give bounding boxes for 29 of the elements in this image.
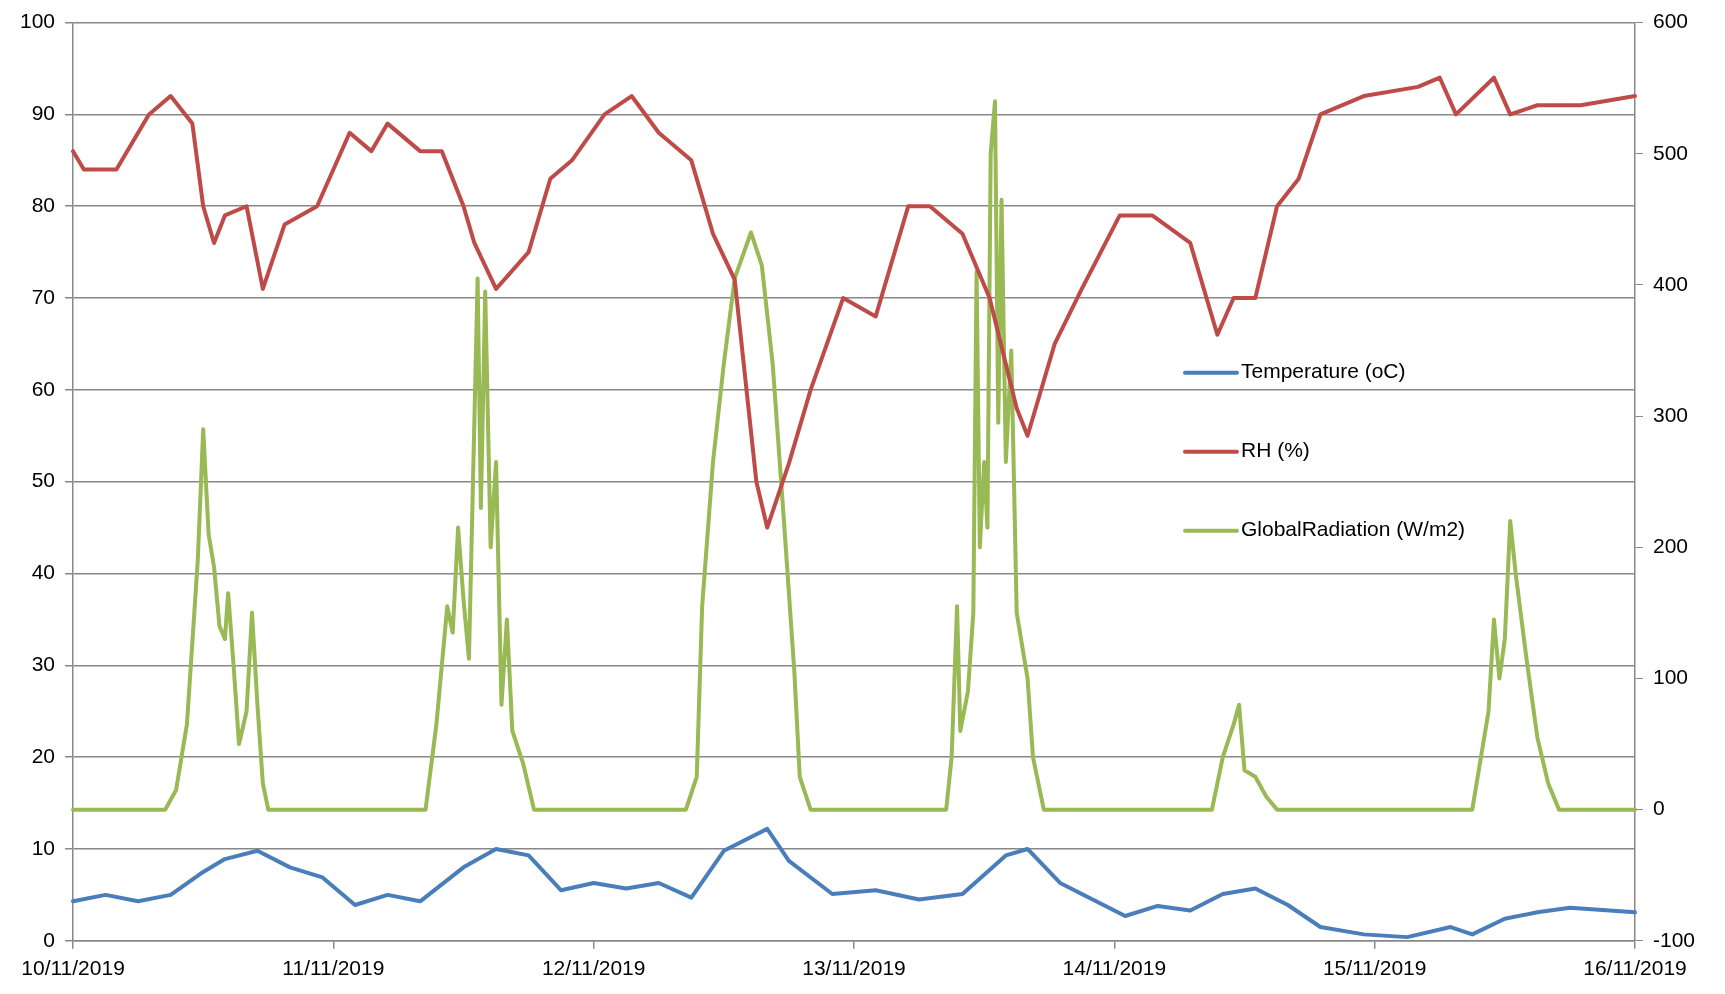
y-tick-label: 60 — [31, 376, 56, 400]
y2-tick-label: 500 — [1652, 140, 1689, 164]
legend-label: Temperature (oC) — [1240, 359, 1406, 383]
x-tick-label: 11/11/2019 — [282, 956, 385, 980]
y-tick-label: 50 — [31, 468, 56, 492]
x-tick-label: 15/11/2019 — [1322, 956, 1427, 980]
y2-tick-label: 100 — [1652, 665, 1689, 689]
y2-tick-label: 400 — [1652, 271, 1689, 295]
x-tick-label: 16/11/2019 — [1583, 956, 1687, 980]
x-tick-label: 14/11/2019 — [1062, 956, 1167, 980]
y-tick-label: 20 — [31, 743, 56, 767]
x-tick-label: 10/11/2019 — [21, 956, 125, 980]
x-tick-label: 12/11/2019 — [541, 956, 646, 980]
y2-tick-label: 0 — [1652, 796, 1665, 820]
y-tick-label: 40 — [31, 560, 56, 584]
x-tick-label: 13/11/2019 — [802, 956, 906, 980]
y-tick-label: 70 — [31, 284, 56, 308]
y-tick-label: 90 — [31, 101, 56, 125]
y-tick-label: 10 — [31, 835, 56, 859]
y2-tick-label: -100 — [1652, 927, 1695, 951]
legend-label: RH (%) — [1240, 438, 1310, 462]
y-tick-label: 100 — [19, 9, 56, 33]
y-tick-label: 80 — [31, 193, 56, 217]
y-tick-label: 30 — [31, 652, 56, 676]
y2-tick-label: 600 — [1652, 9, 1689, 33]
legend-label: GlobalRadiation (W/m2) — [1240, 517, 1466, 541]
y2-tick-label: 300 — [1652, 402, 1689, 426]
y-tick-label: 0 — [43, 927, 56, 951]
y2-tick-label: 200 — [1652, 534, 1689, 558]
